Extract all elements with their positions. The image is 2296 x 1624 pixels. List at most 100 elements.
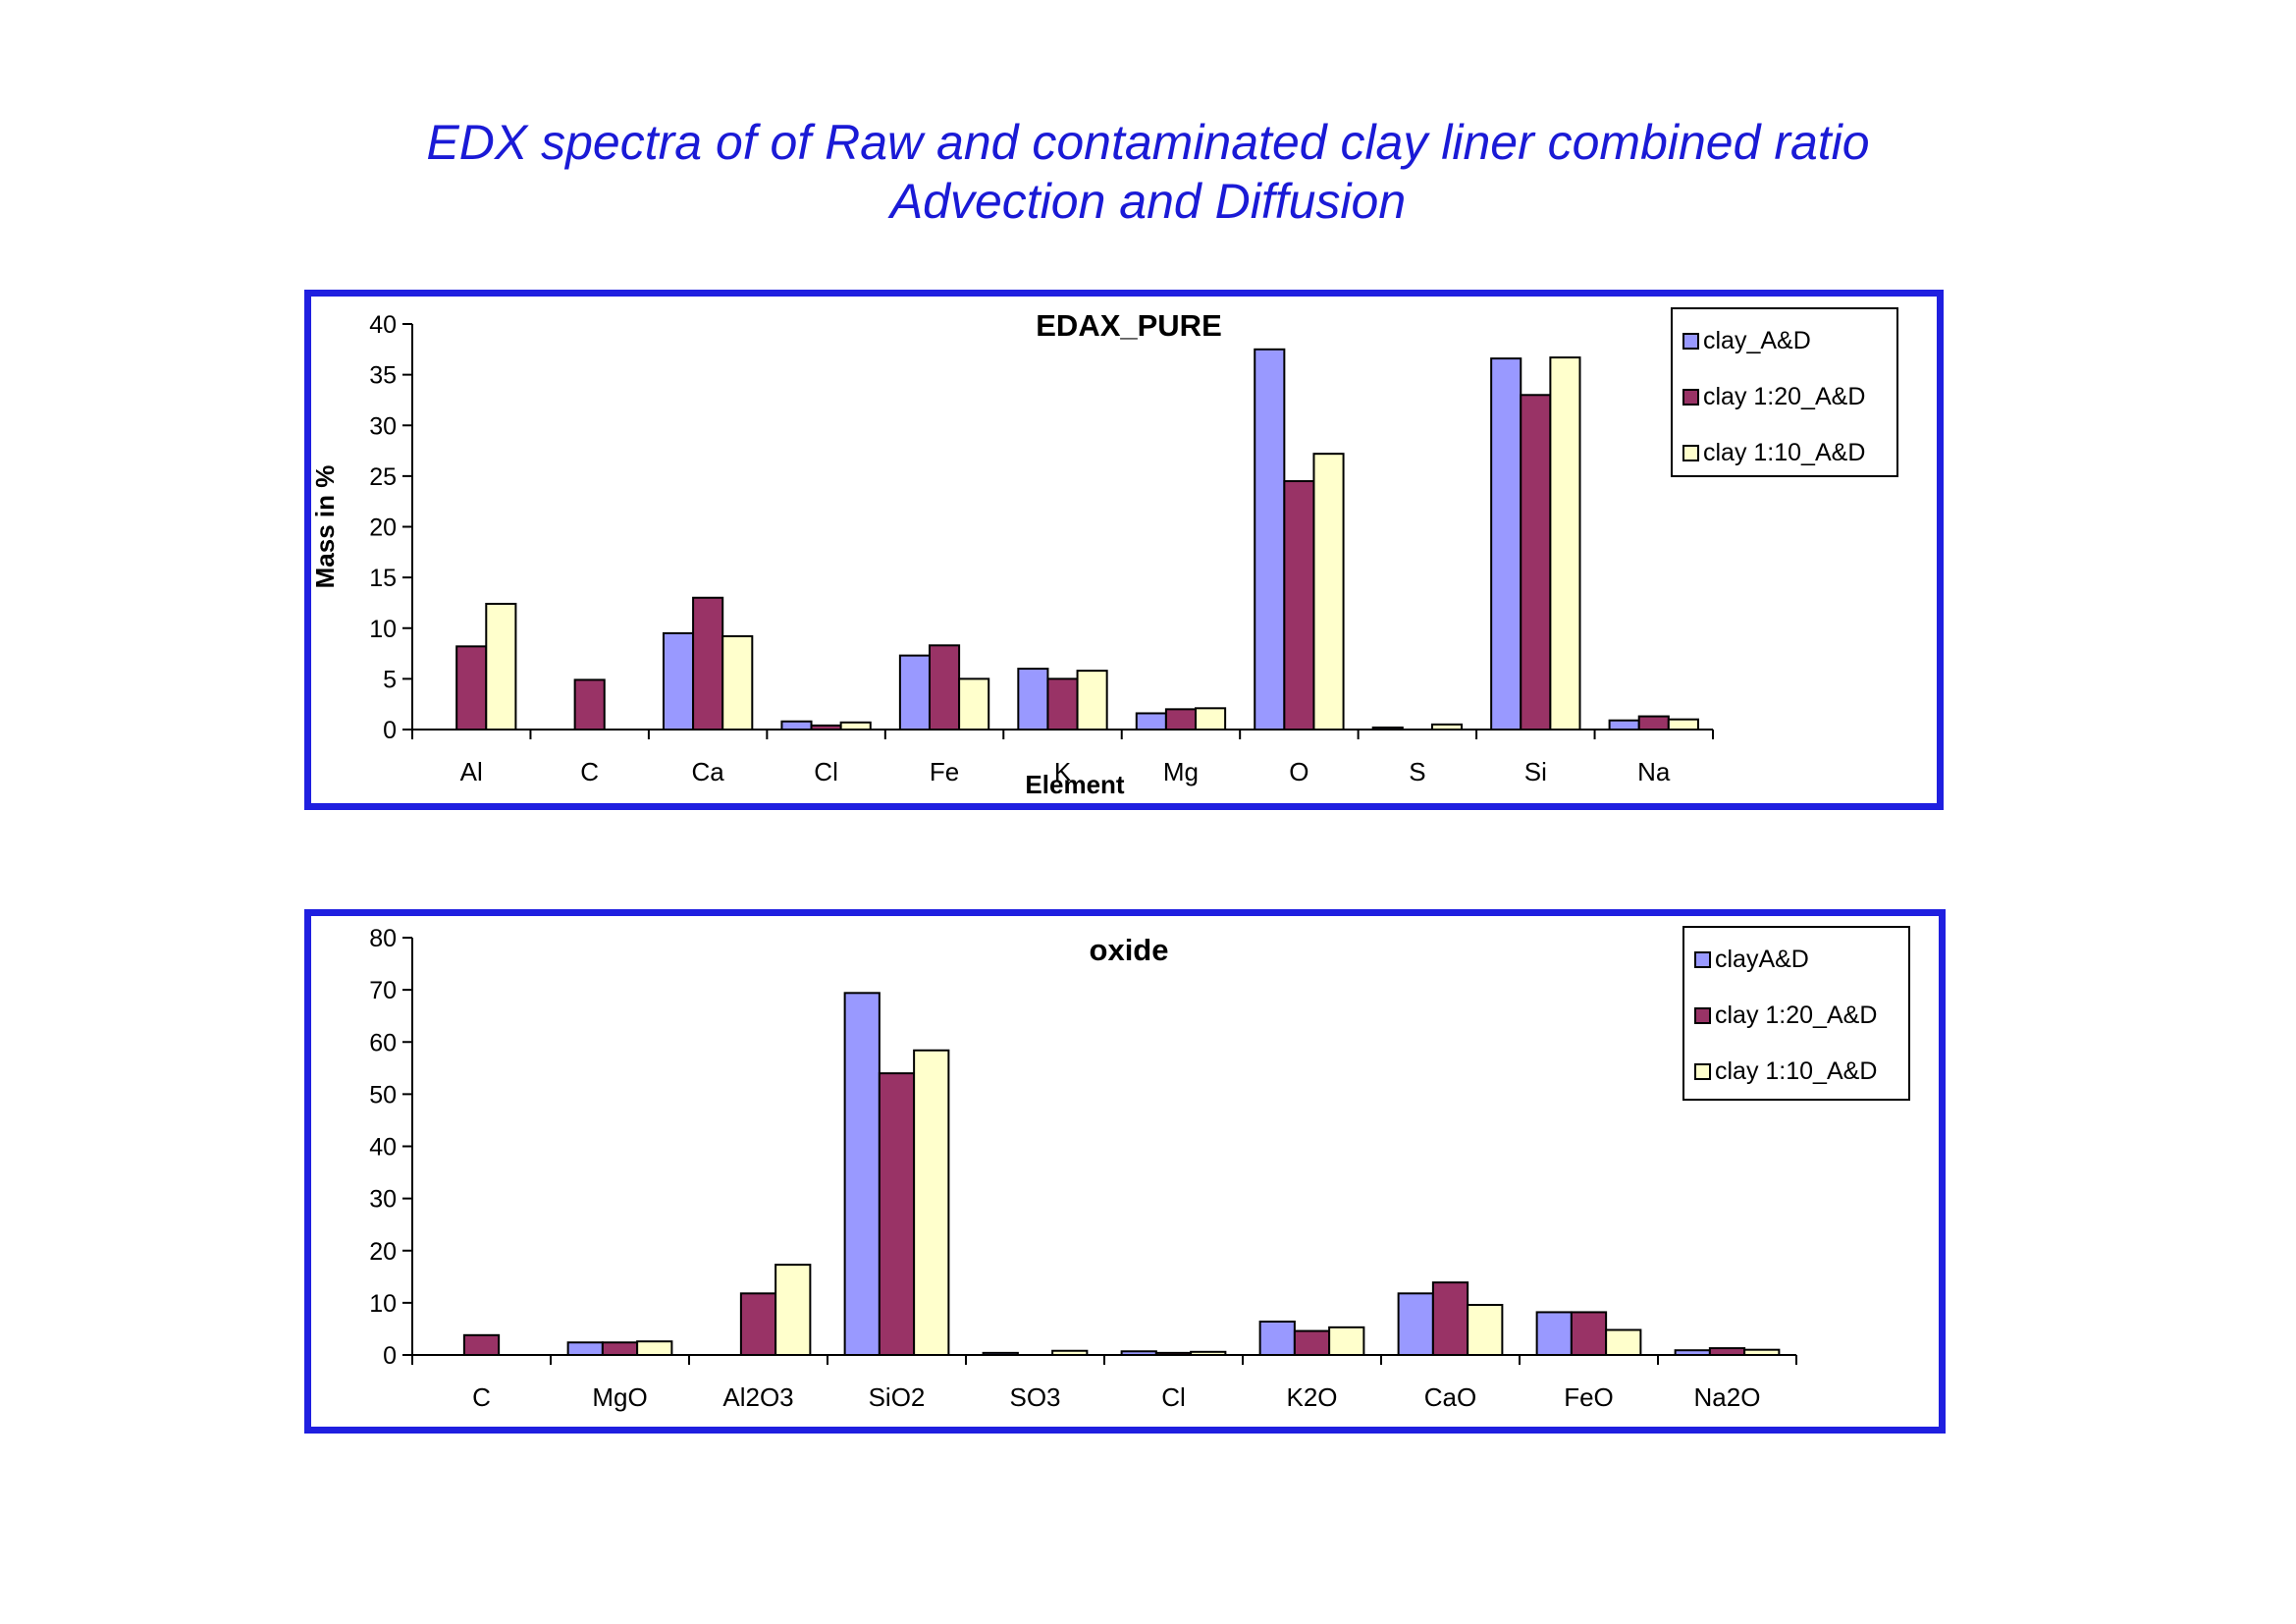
y-tick-label: 70 [369,977,397,1004]
bar [810,724,842,731]
y-tick-label: 0 [383,1342,397,1370]
legend-label: clay 1:10_A&D [1715,1057,1878,1085]
legend-item: clay 1:20_A&D [1694,988,1898,1044]
x-tick-label: O [1289,757,1308,786]
legend-item: clay 1:10_A&D [1694,1044,1898,1100]
bar [455,645,488,731]
bar [692,596,724,731]
bar [1283,480,1315,731]
bar [1674,1349,1711,1356]
bar [1467,1304,1504,1356]
bar [958,677,990,731]
x-tick-label: MgO [592,1382,647,1412]
bar [1520,394,1552,731]
bar [636,1340,673,1356]
bar [721,635,754,731]
bar [662,631,695,731]
y-tick-label: 20 [369,1238,397,1266]
x-tick-label: Si [1524,757,1547,786]
bar [1605,1328,1642,1356]
bar [601,1341,639,1356]
bar [485,602,517,731]
bar [1637,715,1670,731]
x-tick-label: Cl [1161,1382,1186,1412]
bar [1254,348,1286,731]
bar [1397,1292,1434,1356]
bar [1743,1348,1781,1356]
legend-swatch [1694,1007,1711,1024]
bar [982,1351,1019,1356]
y-tick-label: 40 [369,1134,397,1162]
y-tick-label: 30 [369,412,397,440]
page-title-line-1: EDX spectra of of Raw and contaminated c… [426,115,1870,170]
bar [1371,726,1404,731]
bar [1293,1329,1331,1356]
bar [573,678,606,731]
y-tick-label: 15 [369,565,397,592]
bar [780,720,813,731]
y-tick-label: 10 [369,1290,397,1318]
legend-swatch [1682,445,1699,461]
x-tick-label: Al2O3 [722,1382,793,1412]
x-tick-label: K2O [1286,1382,1337,1412]
legend-swatch [1682,333,1699,350]
y-tick-label: 20 [369,514,397,542]
bar [1120,1350,1157,1356]
bar [898,654,931,731]
legend-label: clayA&D [1715,946,1809,973]
x-tick-label: FeO [1564,1382,1614,1412]
y-tick-label: 50 [369,1081,397,1109]
bar [1328,1326,1365,1356]
bar [1535,1311,1573,1356]
legend-label: clay 1:10_A&D [1703,439,1866,466]
bar [1190,1350,1227,1356]
legend-swatch [1694,1063,1711,1080]
y-tick-label: 5 [383,666,397,693]
x-tick-label: S [1409,757,1425,786]
legend-item: clay 1:10_A&D [1682,425,1887,481]
y-tick-label: 30 [369,1186,397,1214]
x-tick-label: Cl [814,757,838,786]
bar [1195,707,1227,731]
oxide-legend: clayA&D clay 1:20_A&D clay 1:10_A&D [1682,926,1910,1101]
y-axis-label: Mass in % [310,465,340,589]
bar [1549,356,1581,731]
bar [1135,712,1167,731]
legend-label: clay 1:20_A&D [1715,1001,1878,1029]
bar [1490,357,1522,731]
x-tick-label: Na2O [1694,1382,1761,1412]
x-tick-label: C [472,1382,491,1412]
bar [839,721,872,731]
x-tick-label: Ca [692,757,725,786]
bar [1051,1349,1089,1356]
x-tick-label: SO3 [1009,1382,1060,1412]
page-title-line-2: Advection and Diffusion [889,174,1407,229]
y-tick-label: 40 [369,311,397,339]
bar [1017,668,1049,731]
y-tick-label: 0 [383,717,397,744]
bar [878,1072,916,1356]
x-tick-label: Fe [930,757,959,786]
legend-item: clay 1:20_A&D [1682,369,1887,425]
x-tick-label: Na [1637,757,1671,786]
y-tick-label: 60 [369,1029,397,1056]
bar [1154,1351,1193,1356]
bar [774,1264,812,1356]
bar [1570,1311,1608,1356]
x-tick-label: K [1054,757,1072,786]
legend-label: clay_A&D [1703,327,1811,354]
bar [1046,677,1079,731]
bar [739,1292,777,1356]
y-tick-label: 35 [369,362,397,390]
legend-item: clayA&D [1694,932,1898,988]
chart-title: oxide [1090,933,1169,967]
x-tick-label: C [580,757,599,786]
y-tick-label: 80 [369,925,397,952]
edax-pure-legend: clay_A&D clay 1:20_A&D clay 1:10_A&D [1671,307,1898,477]
x-tick-label: SiO2 [869,1382,926,1412]
bar [1708,1347,1746,1356]
x-tick-label: Al [460,757,483,786]
legend-item: clay_A&D [1682,313,1887,369]
bar [1608,719,1640,731]
